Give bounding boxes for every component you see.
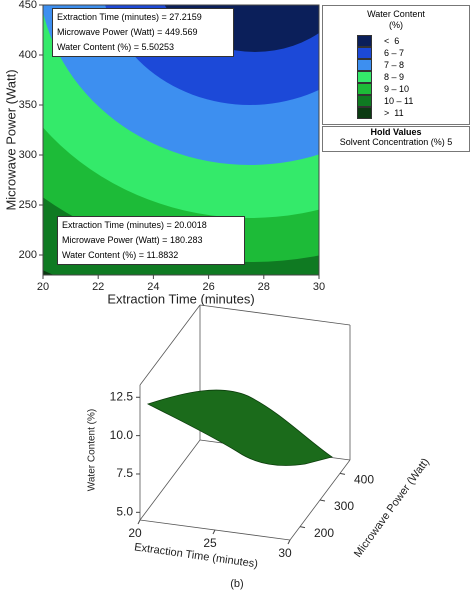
hold-item: Solvent Concentration (%) 5 <box>339 137 453 147</box>
y-tick-label: 350 <box>19 99 37 111</box>
x-tick-label: 22 <box>92 281 104 293</box>
annotation-box: Extraction Time (minutes) = 20.0018 Micr… <box>57 216 245 265</box>
legend-label: 6 – 7 <box>384 48 405 58</box>
y-tick <box>299 526 306 529</box>
z-axis-label: Water Content (%) <box>87 409 98 491</box>
legend-swatch <box>357 71 372 83</box>
legend-title: Water Content (%) <box>367 9 425 30</box>
legend-entry: 8 – 9 <box>357 71 469 83</box>
box-edge <box>139 304 201 386</box>
legend: Water Content (%) < 6 6 – 7 7 – 8 8 – 9 9 – … <box>322 5 470 125</box>
legend-entry: < 6 <box>357 35 469 47</box>
annotation-line: Water Content (%) = 5.50253 <box>57 42 174 52</box>
x-tick <box>212 529 216 535</box>
y-tick-label: 400 <box>19 49 37 61</box>
annotation-line: Microwave Power (Watt) = 449.569 <box>57 27 198 37</box>
legend-swatch <box>357 83 372 95</box>
y-tick-label: 200 <box>314 526 334 540</box>
hold-values: Hold Values Solvent Concentration (%) 5 <box>322 126 470 152</box>
legend-label: < 6 <box>384 36 400 46</box>
legend-entry: 6 – 7 <box>357 47 469 59</box>
hold-title: Hold Values <box>370 127 422 137</box>
x-tick-label: 24 <box>147 281 159 293</box>
x-tick-label: 26 <box>202 281 214 293</box>
annotation-line: Extraction Time (minutes) = 20.0018 <box>62 220 207 230</box>
y-tick <box>339 472 346 475</box>
x-tick-label: 25 <box>203 536 217 550</box>
x-tick-label: 28 <box>258 281 270 293</box>
x-tick-label: 30 <box>278 546 292 560</box>
legend-entry: 9 – 10 <box>357 83 469 95</box>
z-tick-label: 12.5 <box>110 389 134 403</box>
x-axis-label: Extraction Time (minutes) <box>133 541 258 570</box>
legend-label: 10 – 11 <box>384 96 414 106</box>
y-tick-label: 450 <box>19 0 37 11</box>
z-tick-label: 10.0 <box>110 428 134 442</box>
box-edge <box>139 439 201 521</box>
legend-swatch <box>357 107 372 119</box>
y-tick-label: 400 <box>354 473 374 487</box>
x-tick-label: 20 <box>37 281 49 293</box>
x-tick-label: 30 <box>313 281 325 293</box>
caption: (b) <box>230 578 243 590</box>
legend-label: > 11 <box>384 108 404 118</box>
annotation-line: Water Content (%) = 11.8832 <box>62 250 179 260</box>
annotation-box: Extraction Time (minutes) = 27.2159 Micr… <box>52 8 234 57</box>
legend-swatch <box>357 95 372 107</box>
x-axis-label: Extraction Time (minutes) <box>107 291 254 306</box>
legend-label: 9 – 10 <box>384 84 410 94</box>
y-axis-label: Microwave Power (Watt) <box>3 69 18 210</box>
x-tick <box>287 539 291 545</box>
x-tick <box>137 519 141 525</box>
z-tick-label: 5.0 <box>116 505 133 519</box>
legend-entry: > 11 <box>357 107 469 119</box>
y-tick-label: 200 <box>19 249 37 261</box>
annotation-line: Microwave Power (Watt) = 180.283 <box>62 235 203 245</box>
legend-swatch <box>357 47 372 59</box>
response-surface <box>146 389 333 466</box>
legend-entry: 10 – 11 <box>357 95 469 107</box>
legend-label: 8 – 9 <box>384 72 405 82</box>
y-tick <box>319 499 326 502</box>
plot-frame <box>42 4 320 276</box>
x-tick-label: 20 <box>128 526 142 540</box>
box-edge <box>199 304 351 326</box>
y-tick-label: 300 <box>19 149 37 161</box>
annotation-line: Extraction Time (minutes) = 27.2159 <box>57 12 202 22</box>
z-tick-label: 7.5 <box>116 466 133 480</box>
y-tick-label: 250 <box>19 199 37 211</box>
legend-swatch <box>357 59 372 71</box>
legend-swatch <box>357 35 372 47</box>
legend-entry: 7 – 8 <box>357 59 469 71</box>
legend-label: 7 – 8 <box>384 60 405 70</box>
y-tick-label: 300 <box>334 499 354 513</box>
